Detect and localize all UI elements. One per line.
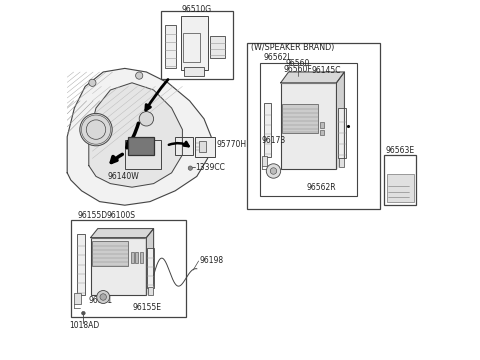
- Bar: [165, 25, 176, 68]
- Text: 96173: 96173: [262, 136, 286, 145]
- Bar: [247, 43, 380, 209]
- Text: 96562L: 96562L: [264, 53, 292, 62]
- Circle shape: [97, 291, 110, 303]
- Text: 96198: 96198: [200, 256, 224, 265]
- Bar: [262, 156, 267, 166]
- Bar: [148, 287, 153, 295]
- Bar: [140, 252, 143, 263]
- Circle shape: [89, 79, 96, 86]
- Text: 1339CC: 1339CC: [195, 163, 225, 172]
- Bar: [195, 137, 215, 157]
- Text: (W/SPEAKER BRAND): (W/SPEAKER BRAND): [251, 43, 334, 52]
- Bar: [320, 122, 324, 128]
- Bar: [264, 103, 271, 157]
- Bar: [175, 137, 193, 155]
- Bar: [129, 137, 154, 155]
- Text: 96560F: 96560F: [283, 65, 312, 74]
- Bar: [183, 33, 200, 62]
- Bar: [211, 36, 225, 58]
- Bar: [74, 293, 81, 304]
- Circle shape: [270, 168, 276, 174]
- Circle shape: [82, 311, 85, 315]
- Text: 96145C: 96145C: [312, 66, 341, 75]
- Circle shape: [139, 112, 154, 126]
- Bar: [282, 104, 319, 133]
- Polygon shape: [146, 229, 154, 295]
- Bar: [91, 238, 146, 295]
- Text: 95770H: 95770H: [216, 140, 246, 149]
- Bar: [77, 234, 85, 295]
- Bar: [384, 155, 416, 205]
- Bar: [281, 83, 336, 169]
- Text: 96155D: 96155D: [77, 211, 108, 220]
- Text: 96563E: 96563E: [385, 146, 415, 155]
- Text: 96510G: 96510G: [182, 5, 212, 14]
- Text: 96141: 96141: [89, 296, 113, 305]
- Circle shape: [100, 294, 107, 300]
- Text: 96562R: 96562R: [307, 183, 336, 192]
- Bar: [387, 174, 413, 202]
- Bar: [93, 241, 129, 266]
- Text: 96140W: 96140W: [107, 172, 139, 181]
- Text: 96155E: 96155E: [132, 303, 161, 312]
- Polygon shape: [67, 68, 211, 205]
- Bar: [260, 63, 357, 196]
- Polygon shape: [336, 72, 345, 169]
- Bar: [161, 11, 233, 79]
- Bar: [131, 252, 134, 263]
- Text: 96560: 96560: [286, 59, 310, 68]
- Circle shape: [188, 166, 192, 170]
- Polygon shape: [89, 83, 182, 187]
- Bar: [320, 130, 324, 135]
- Bar: [180, 16, 208, 70]
- Polygon shape: [91, 229, 154, 238]
- Bar: [184, 67, 204, 76]
- Bar: [339, 158, 344, 167]
- Circle shape: [136, 72, 143, 79]
- Polygon shape: [281, 72, 345, 83]
- Bar: [147, 248, 155, 288]
- Bar: [125, 140, 161, 169]
- Bar: [135, 252, 139, 263]
- Bar: [338, 108, 346, 158]
- Circle shape: [266, 164, 281, 178]
- Text: 1018AD: 1018AD: [69, 321, 99, 330]
- Bar: [199, 141, 206, 152]
- Circle shape: [80, 113, 112, 146]
- Bar: [71, 220, 186, 317]
- Text: 96100S: 96100S: [107, 211, 136, 220]
